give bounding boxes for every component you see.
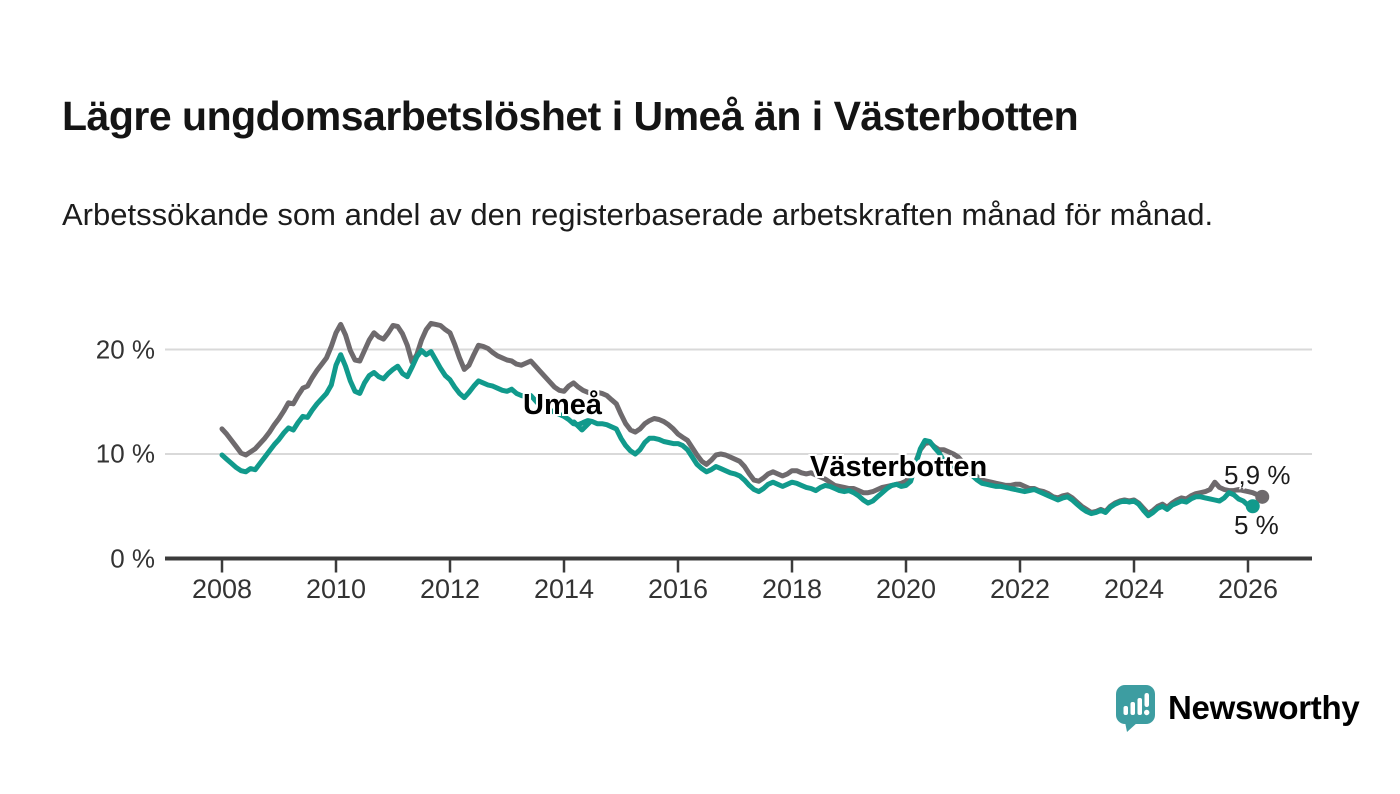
- series-line-umeå: [219, 348, 1256, 519]
- newsworthy-logo: Newsworthy: [1115, 684, 1360, 732]
- x-tick-label: 2022: [989, 574, 1051, 604]
- y-tick-label: 10 %: [95, 438, 155, 469]
- x-tick-label: 2012: [419, 574, 481, 604]
- series-line-västerbotten: [219, 320, 1265, 517]
- page-title: Lägre ungdomsarbetslöshet i Umeå än i Vä…: [62, 93, 1079, 140]
- x-tick-label: 2008: [191, 574, 253, 604]
- page-subtitle: Arbetssökande som andel av den registerb…: [62, 197, 1214, 232]
- x-tick-label: 2024: [1103, 574, 1165, 604]
- chevron-down-icon: [571, 419, 593, 433]
- end-value-label-vasterbotten: 5,9 %: [1224, 460, 1291, 490]
- x-tick-label: 2026: [1217, 574, 1279, 604]
- x-tick-label: 2018: [761, 574, 823, 604]
- x-tick-label: 2020: [875, 574, 937, 604]
- x-tick-label: 2016: [647, 574, 709, 604]
- series-label-vasterbotten: Västerbotten: [810, 451, 988, 483]
- y-tick-label: 20 %: [95, 334, 155, 364]
- newsworthy-bubble-chart-icon: [1116, 685, 1155, 732]
- x-tick-label: 2010: [305, 574, 367, 604]
- end-dot-umeå: [1245, 499, 1260, 514]
- newsworthy-logo-text: Newsworthy: [1168, 689, 1360, 726]
- end-value-label-umea: 5 %: [1234, 510, 1279, 540]
- series-label-umea: Umeå: [523, 389, 602, 421]
- y-tick-label: 0 %: [110, 543, 155, 573]
- x-tick-label: 2014: [533, 574, 595, 604]
- end-dot-västerbotten: [1255, 489, 1270, 504]
